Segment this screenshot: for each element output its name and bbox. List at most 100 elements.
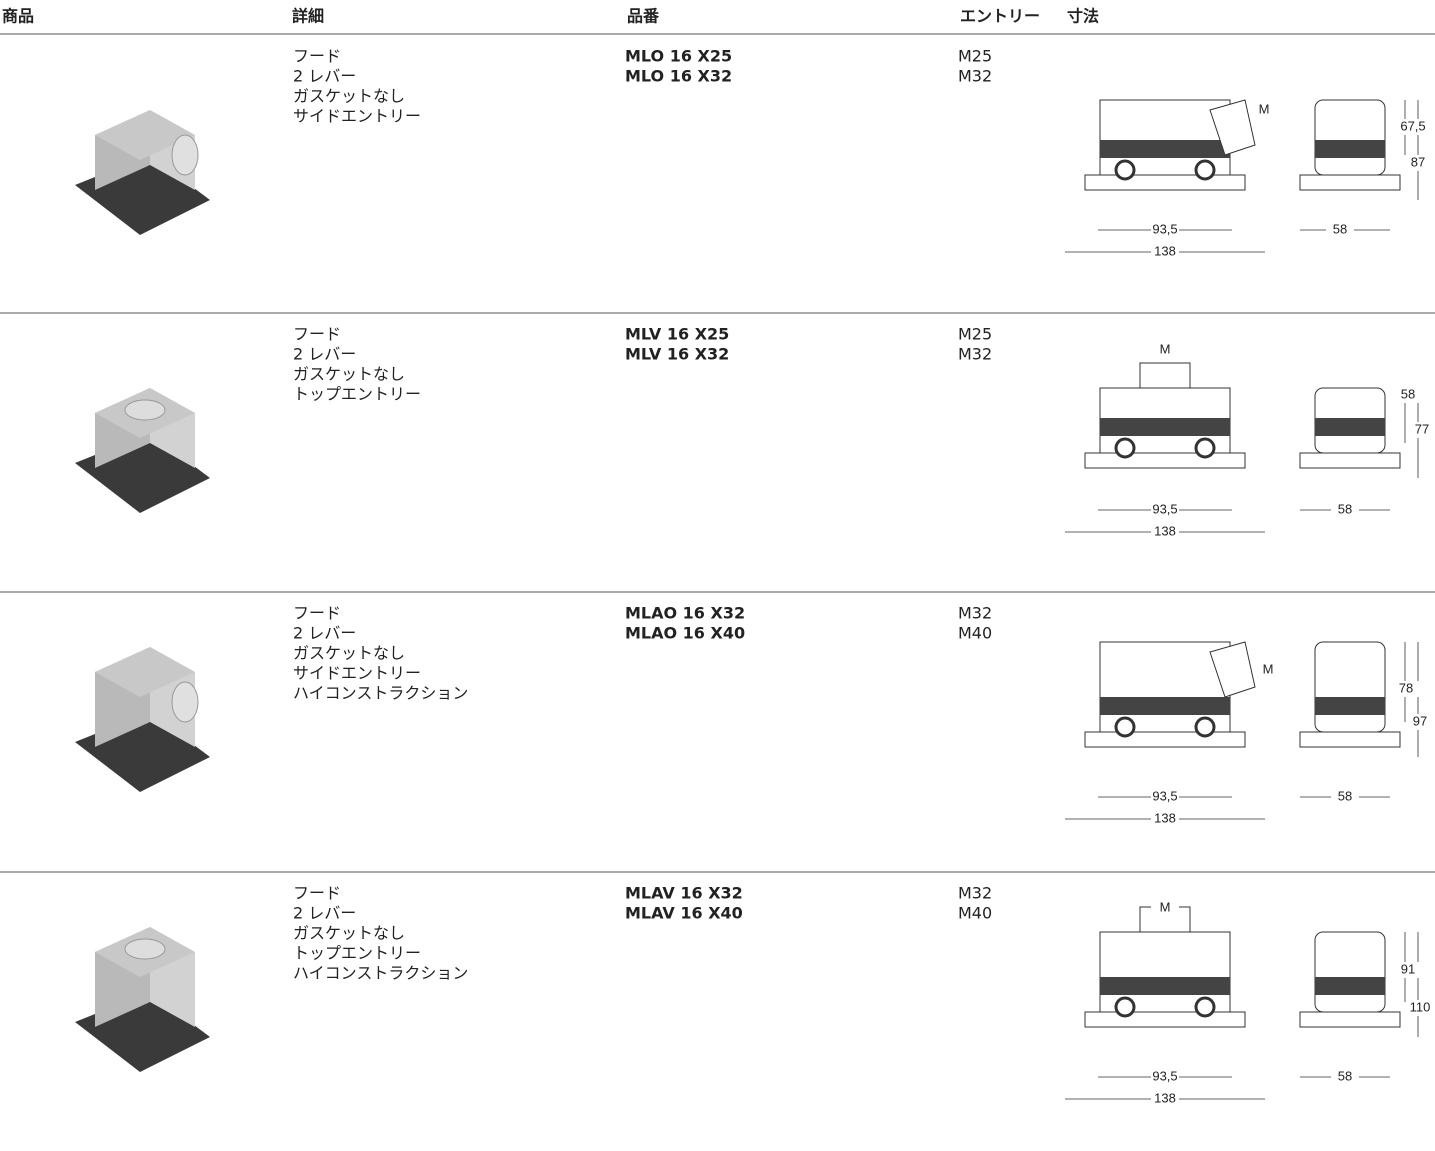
front-band <box>1100 140 1230 158</box>
column-header: エントリー <box>960 7 1040 26</box>
dim-label-bg <box>1392 681 1420 697</box>
dimension-label: 87 <box>1411 154 1425 169</box>
dim-label-bg <box>1326 222 1354 238</box>
dim-label-bg <box>1404 155 1432 171</box>
dimension-label: 93,5 <box>1152 501 1177 516</box>
dimension-label: 58 <box>1401 386 1415 401</box>
side-base <box>1299 452 1401 469</box>
lever <box>1194 996 1216 1018</box>
lever <box>1194 437 1216 459</box>
dim-label-bg <box>1394 387 1422 403</box>
entry-port <box>171 134 199 176</box>
dim-label-bg <box>1151 789 1179 805</box>
detail-line: フード <box>293 47 341 66</box>
side-band <box>1315 697 1385 715</box>
dimension-label: 110 <box>1410 999 1431 1014</box>
dim-label-bg <box>1254 662 1282 678</box>
entry: M40 <box>958 904 992 923</box>
detail-line: 2 レバー <box>293 345 356 364</box>
part-number: MLO 16 X25 <box>625 47 732 66</box>
top-entry <box>1139 362 1191 389</box>
dim-label-bg <box>1331 789 1359 805</box>
dimension-label: M <box>1160 899 1171 914</box>
dim-label-bg <box>1151 900 1179 916</box>
dimension-label: 93,5 <box>1152 1068 1177 1083</box>
product-image <box>75 647 210 792</box>
entry: M25 <box>958 325 992 344</box>
dim-label-bg <box>1406 1000 1434 1016</box>
side-housing <box>1314 931 1386 1013</box>
part-number: MLV 16 X32 <box>625 345 729 364</box>
lever <box>1194 159 1216 181</box>
dimension-label: 58 <box>1338 788 1352 803</box>
dim-label-bg <box>1151 811 1179 827</box>
detail-line: サイドエントリー <box>293 107 421 126</box>
column-header: 詳細 <box>292 7 324 26</box>
front-base <box>1084 1011 1246 1028</box>
front-base <box>1084 174 1246 191</box>
part-number: MLAV 16 X32 <box>625 884 743 903</box>
column-header: 商品 <box>2 7 34 26</box>
housing-top <box>95 647 195 697</box>
detail-line: 2 レバー <box>293 904 356 923</box>
detail-line: 2 レバー <box>293 624 356 643</box>
entry: M32 <box>958 67 992 86</box>
dim-label-bg <box>1151 342 1179 358</box>
entry-port <box>171 681 199 723</box>
detail-line: ガスケットなし <box>293 87 405 106</box>
side-band <box>1315 977 1385 995</box>
dimension-label: 67,5 <box>1400 118 1425 133</box>
dimension-label: M <box>1263 661 1274 676</box>
dim-label-bg <box>1151 1069 1179 1085</box>
dim-label-bg <box>1151 502 1179 518</box>
side-base <box>1299 1011 1401 1028</box>
column-header: 品番 <box>627 7 660 26</box>
side-entry <box>1209 99 1256 156</box>
dimension-label: 138 <box>1154 523 1176 538</box>
dim-label-bg <box>1151 222 1179 238</box>
detail-line: ガスケットなし <box>293 365 405 384</box>
entry: M25 <box>958 47 992 66</box>
lever <box>1114 437 1136 459</box>
dimension-drawing: M 91 110 93,5 138 58 <box>1065 899 1434 1107</box>
detail-line: 2 レバー <box>293 67 356 86</box>
detail-line: フード <box>293 325 341 344</box>
detail-line: ハイコンストラクション <box>293 684 468 703</box>
dimension-label: 78 <box>1399 680 1413 695</box>
dimension-label: 93,5 <box>1152 221 1177 236</box>
detail-line: トップエントリー <box>293 944 421 963</box>
side-band <box>1315 418 1385 436</box>
part-number: MLAV 16 X40 <box>625 904 743 923</box>
part-number: MLAO 16 X40 <box>625 624 745 643</box>
dimension-label: 58 <box>1338 1068 1352 1083</box>
dimension-drawing: M 58 77 93,5 138 58 <box>1065 341 1435 540</box>
part-number: MLAO 16 X32 <box>625 604 745 623</box>
lever <box>1114 716 1136 738</box>
entry: M32 <box>958 884 992 903</box>
dim-label-bg <box>1394 962 1422 978</box>
dimension-label: 58 <box>1333 221 1347 236</box>
entry-port <box>124 938 166 960</box>
dim-label-bg <box>1408 422 1435 438</box>
side-band <box>1315 140 1385 158</box>
product-image <box>75 927 210 1072</box>
dim-label-bg <box>1331 502 1359 518</box>
part-number: MLO 16 X32 <box>625 67 732 86</box>
front-base <box>1084 452 1246 469</box>
side-housing <box>1314 641 1386 733</box>
dimension-label: 138 <box>1154 243 1176 258</box>
side-base <box>1299 731 1401 748</box>
dim-label-bg <box>1151 524 1179 540</box>
part-number: MLV 16 X25 <box>625 325 729 344</box>
dimension-drawing: M 78 97 93,5 138 58 <box>1065 641 1434 827</box>
entry: M40 <box>958 624 992 643</box>
product-image <box>75 388 210 513</box>
detail-line: トップエントリー <box>293 385 421 404</box>
detail-line: ガスケットなし <box>293 644 405 663</box>
entry: M32 <box>958 604 992 623</box>
front-housing <box>1099 641 1231 733</box>
lever <box>1194 716 1216 738</box>
dim-label-bg <box>1331 1069 1359 1085</box>
side-base <box>1299 174 1401 191</box>
